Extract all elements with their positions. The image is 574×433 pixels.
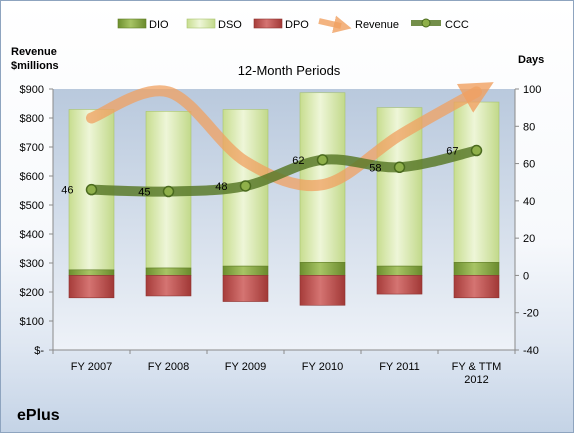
dio-bar <box>299 262 346 276</box>
dio-bar <box>68 269 115 276</box>
ccc-point <box>316 154 329 166</box>
x-tick-label: 2012 <box>464 374 488 386</box>
ccc-point <box>85 183 98 196</box>
dio-bar <box>376 265 423 276</box>
ccc-data-label: 48 <box>215 181 227 193</box>
ccc-point <box>470 144 483 157</box>
right-tick-label: 100 <box>523 84 541 96</box>
left-tick-label: $800 <box>20 113 44 125</box>
left-tick-label: $700 <box>20 142 44 154</box>
right-tick-label: 60 <box>523 159 535 171</box>
dpo-bar <box>299 275 346 306</box>
ccc-data-label: 58 <box>369 162 381 174</box>
dpo-bar <box>145 275 192 297</box>
ccc-data-label: 67 <box>446 146 458 158</box>
dpo-bar <box>376 275 423 295</box>
x-tick-label: FY & TTM <box>452 361 502 373</box>
ccc-point <box>239 180 252 192</box>
legend-label-dio: DIO <box>149 19 169 31</box>
legend-label-ccc: CCC <box>445 19 469 31</box>
right-tick-label: 40 <box>523 196 535 208</box>
ccc-point <box>162 185 175 198</box>
dso-bar <box>453 101 500 263</box>
ccc-point <box>393 161 406 174</box>
dio-bar <box>222 265 269 276</box>
x-tick-label: FY 2011 <box>379 361 420 373</box>
left-tick-label: $600 <box>20 171 44 183</box>
legend-swatch-dio <box>117 18 147 29</box>
legend-label-dpo: DPO <box>285 19 309 31</box>
ccc-line <box>86 145 482 197</box>
dio-bar <box>453 262 500 276</box>
chart-title: 12-Month Periods <box>238 63 341 78</box>
ccc-data-label: 45 <box>138 187 150 199</box>
right-axis-title: Days <box>518 54 544 66</box>
left-tick-label: $200 <box>20 287 44 299</box>
legend-swatch-dpo <box>253 18 283 29</box>
left-tick-label: $400 <box>20 229 44 241</box>
left-axis-title: Revenue <box>11 46 57 58</box>
company-name: ePlus <box>17 407 60 424</box>
x-tick-label: FY 2009 <box>225 361 266 373</box>
legend-label-revenue: Revenue <box>355 19 399 31</box>
dpo-bar <box>222 275 269 302</box>
x-tick-label: FY 2010 <box>302 361 343 373</box>
legend-marker-ccc <box>421 18 431 28</box>
ccc-data-label: 46 <box>61 185 73 197</box>
left-tick-label: $300 <box>20 258 44 270</box>
dpo-bar <box>68 275 115 299</box>
dio-bar <box>145 267 192 276</box>
dpo-bar <box>453 275 500 299</box>
right-tick-label: 20 <box>523 233 535 245</box>
left-axis-title: $millions <box>11 60 59 72</box>
right-tick-label: -40 <box>523 345 539 357</box>
x-tick-label: FY 2007 <box>71 361 112 373</box>
legend-label-dso: DSO <box>218 19 242 31</box>
right-tick-label: -20 <box>523 308 539 320</box>
right-tick-label: 80 <box>523 121 535 133</box>
left-tick-label: $900 <box>20 84 44 96</box>
legend-swatch-dso <box>186 18 216 29</box>
right-tick-label: 0 <box>523 270 529 282</box>
plot-area <box>53 89 515 350</box>
x-tick-label: FY 2008 <box>148 361 189 373</box>
legend-swatch-revenue <box>318 15 352 34</box>
ccc-data-label: 62 <box>292 155 304 167</box>
left-tick-label: $100 <box>20 316 44 328</box>
left-tick-label: $500 <box>20 200 44 212</box>
left-tick-label: $- <box>34 345 44 357</box>
